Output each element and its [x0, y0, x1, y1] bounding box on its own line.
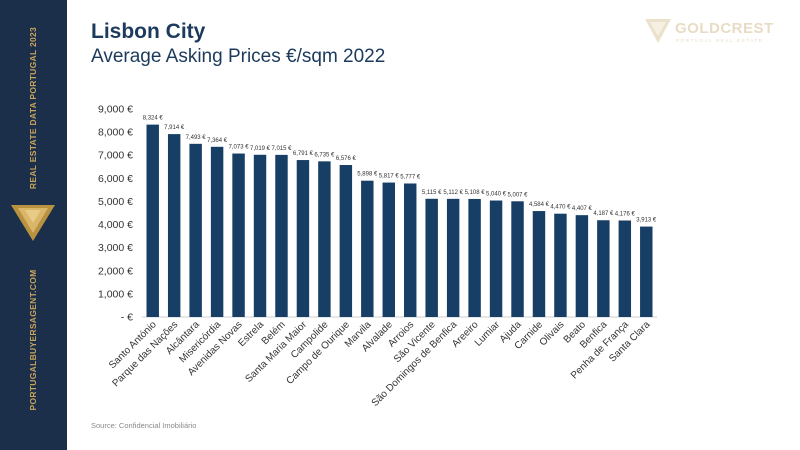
- page-subtitle: Average Asking Prices €/sqm 2022: [91, 46, 386, 67]
- bar: [189, 143, 202, 317]
- bar-chart: - € 1,000 € 2,000 € 3,000 € 4,000 € 5,000 € 6,…: [98, 104, 657, 409]
- bar: [146, 124, 159, 317]
- data-label: 5,777 €: [400, 174, 421, 180]
- bar: [296, 160, 310, 317]
- data-label: 4,407 €: [572, 206, 593, 212]
- y-tick-label: 1,000 €: [98, 288, 133, 300]
- bar: [425, 198, 438, 317]
- y-axis: - € 1,000 € 2,000 € 3,000 € 4,000 € 5,000 € 6,…: [98, 104, 657, 324]
- bar: [489, 200, 503, 317]
- sidebar-website: PORTUGALBUYERSAGENT.COM: [28, 269, 38, 411]
- sidebar-report-title: REAL ESTATE DATA PORTUGAL 2023: [28, 26, 38, 190]
- y-tick-label: 8,000 €: [98, 127, 133, 139]
- data-label: 7,493 €: [186, 135, 207, 141]
- bar: [554, 213, 567, 317]
- data-label: 5,898 €: [357, 172, 378, 178]
- y-tick-label: 6,000 €: [98, 173, 133, 185]
- bar: [167, 134, 181, 317]
- data-label: 4,176 €: [615, 211, 636, 217]
- data-label: 6,735 €: [314, 152, 335, 158]
- data-label: 6,576 €: [336, 156, 357, 162]
- bar: [361, 180, 374, 317]
- bar-series: [146, 124, 653, 317]
- bar: [575, 215, 589, 317]
- data-label: 5,112 €: [443, 190, 463, 196]
- bar: [275, 154, 288, 317]
- goldcrest-logo-icon: [645, 19, 671, 43]
- bar: [318, 161, 331, 317]
- logo-tagline: PORTUGAL REAL ESTATE: [676, 38, 764, 43]
- data-label: 4,584 €: [529, 202, 550, 208]
- bar: [468, 198, 481, 317]
- bar: [446, 198, 460, 317]
- bar: [532, 211, 546, 317]
- bar: [382, 182, 395, 317]
- data-label: 4,470 €: [550, 205, 571, 211]
- x-tick-label: Lumiar: [473, 319, 503, 349]
- bar: [597, 220, 610, 317]
- bar: [511, 201, 524, 317]
- data-label: 5,108 €: [465, 190, 486, 196]
- bar: [253, 154, 267, 317]
- source-note: Source: Confidencial Imobiliário: [91, 421, 197, 430]
- data-labels: 8,324 €7,914 €7,493 €7,364 €7,073 €7,019…: [143, 116, 657, 224]
- x-tick-label: Olivais: [538, 319, 567, 348]
- data-label: 7,364 €: [207, 138, 228, 144]
- data-label: 5,817 €: [379, 174, 400, 180]
- data-label: 7,015 €: [271, 146, 292, 152]
- goldcrest-logo: GOLDCREST PORTUGAL REAL ESTATE: [645, 19, 785, 47]
- data-label: 6,791 €: [293, 151, 314, 157]
- y-tick-label: 4,000 €: [98, 219, 133, 231]
- logo-name: GOLDCREST: [675, 20, 774, 37]
- bar: [404, 183, 417, 317]
- sidebar: REAL ESTATE DATA PORTUGAL 2023 PORTUGALB…: [0, 0, 67, 450]
- page-title: Lisbon City: [91, 20, 206, 43]
- y-tick-label: 5,000 €: [98, 196, 133, 208]
- data-label: 7,019 €: [250, 146, 271, 152]
- y-tick-label: - €: [121, 312, 133, 324]
- data-label: 8,324 €: [143, 116, 164, 122]
- bar: [232, 153, 245, 317]
- data-label: 7,914 €: [164, 125, 185, 131]
- bar: [640, 226, 653, 317]
- y-tick-label: 7,000 €: [98, 150, 133, 162]
- bar: [618, 220, 632, 317]
- y-tick-label: 9,000 €: [98, 104, 133, 116]
- y-tick-label: 2,000 €: [98, 265, 133, 277]
- data-label: 4,187 €: [593, 211, 614, 217]
- data-label: 7,073 €: [229, 145, 250, 151]
- bar: [210, 146, 224, 317]
- data-label: 5,115 €: [422, 190, 442, 196]
- data-label: 5,040 €: [486, 192, 507, 198]
- data-label: 3,913 €: [636, 218, 657, 224]
- chevron-down-icon: [11, 205, 55, 241]
- y-tick-label: 3,000 €: [98, 242, 133, 254]
- bar: [339, 165, 353, 317]
- data-label: 5,007 €: [508, 192, 529, 198]
